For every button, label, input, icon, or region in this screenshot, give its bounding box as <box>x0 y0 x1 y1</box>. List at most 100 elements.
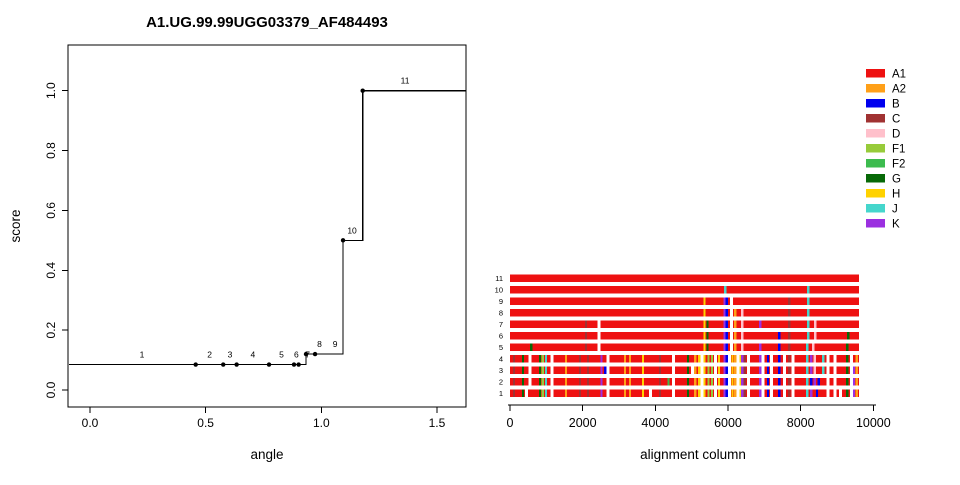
coverage-row: 8 <box>499 308 859 317</box>
stripe-C <box>658 366 662 374</box>
stripe-F1 <box>710 355 714 363</box>
stripe-G <box>846 389 849 397</box>
row-label: 6 <box>499 331 503 340</box>
stripe-G <box>846 366 849 374</box>
stripe-K <box>600 378 603 386</box>
coverage-row: 11 <box>495 274 859 283</box>
row-label: 9 <box>499 297 503 306</box>
coverage-row: 6 <box>499 331 859 340</box>
stripe-W <box>727 355 731 363</box>
stripe-W <box>597 343 601 351</box>
stripe-W <box>713 366 717 374</box>
stripe-G <box>538 378 542 386</box>
stripe-B <box>766 366 770 374</box>
stripe-H <box>703 378 706 386</box>
stripe-W <box>761 389 765 397</box>
stripe-H <box>703 320 706 328</box>
x-tick-label: 0.0 <box>82 416 99 430</box>
legend-label: D <box>892 128 900 140</box>
legend-label: C <box>892 113 900 125</box>
stripe-H <box>717 378 721 386</box>
stripe-W <box>783 389 787 397</box>
stripe-H <box>641 389 645 397</box>
stripe-K <box>600 389 603 397</box>
stripe-W <box>713 389 717 397</box>
stripe-D <box>741 320 744 328</box>
stripe-W <box>550 378 554 386</box>
stripe-H <box>703 389 706 397</box>
stripe-W <box>671 366 675 374</box>
stripe-G <box>521 378 525 386</box>
stripe-H <box>717 355 721 363</box>
stripe-K <box>759 366 762 374</box>
stripe-W <box>528 355 532 363</box>
stripe-W <box>791 355 795 363</box>
stripe-J <box>806 366 809 374</box>
stripe-H <box>739 366 742 374</box>
stripe-G <box>847 332 850 340</box>
stripe-G <box>538 355 542 363</box>
stripe-C <box>743 389 746 397</box>
stripe-K <box>723 320 726 328</box>
stripe-H <box>703 297 706 305</box>
stripe-W <box>713 378 717 386</box>
coverage-bar <box>510 378 859 386</box>
stripe-W <box>606 389 610 397</box>
stripe-K <box>741 389 744 397</box>
x-tick-label: 6000 <box>714 416 742 430</box>
row-label: 8 <box>499 308 503 317</box>
stripe-W <box>783 378 787 386</box>
stripe-B <box>778 332 781 340</box>
step-label: 8 <box>317 339 322 349</box>
data-point <box>296 362 301 367</box>
stripe-W <box>850 355 854 363</box>
stripe-K <box>759 389 762 397</box>
step-curve <box>69 90 466 366</box>
coverage-bar <box>510 297 859 305</box>
stripe-W <box>791 378 795 386</box>
stripe-W <box>850 389 854 397</box>
stripe-A2 <box>855 389 858 397</box>
stripe-G <box>686 355 690 363</box>
stripe-K <box>810 355 813 363</box>
stripe-A2 <box>623 366 627 374</box>
stripe-W <box>850 378 854 386</box>
stripe-W <box>606 378 610 386</box>
stripe-W <box>528 366 532 374</box>
stripe-W <box>833 366 837 374</box>
data-point <box>221 362 226 367</box>
stripe-W <box>826 389 830 397</box>
legend-swatch-A2 <box>866 84 885 93</box>
legend-swatch-J <box>866 204 885 213</box>
stripe-K <box>813 378 816 386</box>
stripe-J <box>822 366 825 374</box>
stripe-K <box>723 378 726 386</box>
plot-box <box>67 44 467 408</box>
stripe-A2 <box>734 320 737 328</box>
stripe-W <box>746 378 750 386</box>
stripe-A2 <box>564 378 568 386</box>
stripe-C <box>788 378 791 386</box>
stripe-H <box>703 343 706 351</box>
stripe-H <box>641 378 645 386</box>
stripe-J <box>822 355 825 363</box>
stripe-G <box>706 343 709 351</box>
stripe-C <box>586 378 590 386</box>
stripe-W <box>690 366 694 374</box>
stripe-H <box>731 366 734 374</box>
stripe-K <box>741 355 744 363</box>
stripe-G <box>686 366 690 374</box>
x-tick-label: 8000 <box>787 416 815 430</box>
stripe-W <box>700 389 704 397</box>
coverage-bar <box>510 309 859 317</box>
stripe-W <box>770 378 774 386</box>
stripe-K <box>723 389 726 397</box>
stripe-D <box>813 355 816 363</box>
coverage-bar <box>510 389 859 397</box>
legend-label: F1 <box>892 143 905 155</box>
stripe-G <box>538 389 542 397</box>
score-vs-angle-plot: A1.UG.99.99UGG03379_AF484493 0.0 0.5 1.0 1.5… <box>8 14 467 462</box>
stripe-W <box>770 366 774 374</box>
stripe-W <box>761 355 765 363</box>
stripe-A2 <box>623 355 627 363</box>
